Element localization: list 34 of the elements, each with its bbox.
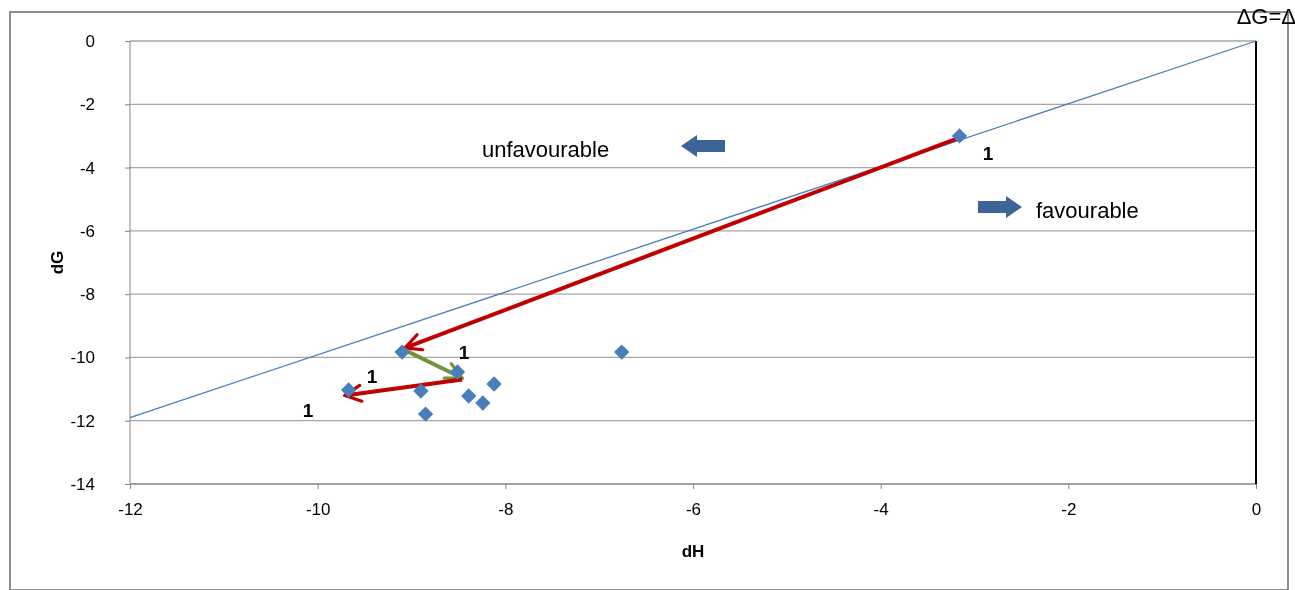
annotation: favourable <box>1036 198 1139 223</box>
point <box>417 406 434 422</box>
y-tick-label: -12 <box>70 411 95 431</box>
x-tick-label: -6 <box>685 500 702 520</box>
point <box>461 388 477 404</box>
point <box>394 344 410 360</box>
y-tick-label: -10 <box>70 348 95 368</box>
annotation: unfavourable <box>482 137 610 162</box>
y-axis-title: dG <box>48 250 67 275</box>
y-tick-label: 0 <box>85 31 95 51</box>
y-tick-label: -14 <box>70 474 95 494</box>
x-tick-label: -10 <box>305 500 331 520</box>
point <box>486 376 502 392</box>
annotation: 1 <box>458 342 470 363</box>
x-tick-label: -4 <box>873 500 889 520</box>
y-tick-label: -4 <box>79 158 95 178</box>
x-tick-label: 0 <box>1251 500 1262 520</box>
x-axis-title: dH <box>681 542 705 561</box>
y-tick-label: -2 <box>79 95 95 115</box>
point <box>614 344 630 360</box>
point <box>449 364 466 380</box>
point <box>951 128 968 144</box>
annotation: 1 <box>982 143 994 164</box>
x-tick-label: -12 <box>118 500 143 520</box>
point <box>413 383 429 399</box>
x-tick-label: -2 <box>1061 500 1077 520</box>
x-tick-label: -8 <box>498 500 514 520</box>
point <box>475 395 491 411</box>
point <box>340 382 357 398</box>
text: ΔG=Δ <box>1236 4 1295 29</box>
y-tick-label: -8 <box>79 285 95 305</box>
annotation: 1 <box>366 366 378 387</box>
y-tick-label: -6 <box>79 221 95 241</box>
annotation: 1 <box>302 400 314 421</box>
